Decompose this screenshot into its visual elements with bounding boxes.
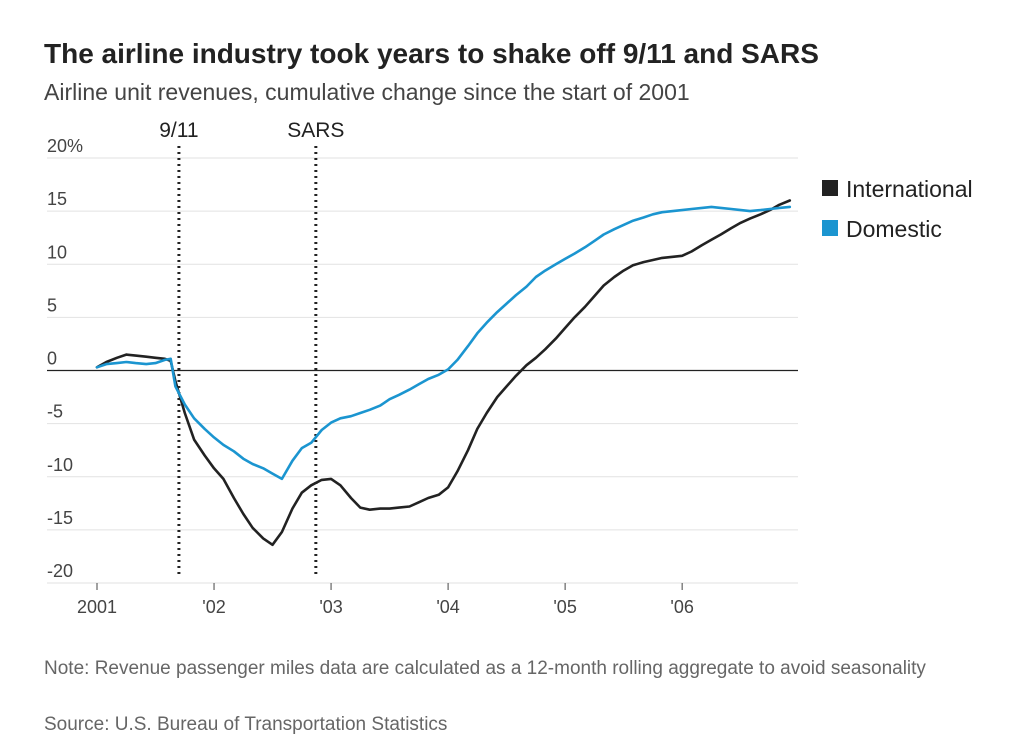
- y-tick-label: 15: [47, 189, 67, 209]
- y-tick-label: -5: [47, 402, 63, 422]
- event-label: 9/11: [159, 119, 198, 142]
- x-tick-label: '03: [319, 597, 342, 617]
- chart-title: The airline industry took years to shake…: [44, 38, 819, 69]
- y-tick-label: -20: [47, 561, 73, 581]
- legend: International Domestic: [822, 176, 973, 242]
- y-tick-label: -15: [47, 508, 73, 528]
- legend-label: Domestic: [846, 216, 942, 242]
- event-label: SARS: [287, 119, 344, 142]
- line-chart: 20%151050-5-10-15-202001'02'03'04'05'06 …: [47, 119, 973, 617]
- event-markers: 9/11 SARS: [159, 119, 344, 578]
- y-tick-label: 10: [47, 242, 67, 262]
- y-tick-label: -10: [47, 455, 73, 475]
- chart-source: Source: U.S. Bureau of Transportation St…: [44, 714, 448, 735]
- series-lines: [95, 199, 792, 547]
- x-tick-label: '02: [202, 597, 225, 617]
- series-line-domestic: [95, 205, 792, 481]
- x-tick-label: '05: [553, 597, 576, 617]
- x-tick-label: 2001: [77, 597, 117, 617]
- y-tick-label: 20%: [47, 136, 83, 156]
- legend-swatch: [822, 180, 838, 196]
- legend-swatch: [822, 220, 838, 236]
- series-line-international: [95, 199, 792, 547]
- y-tick-label: 0: [47, 349, 57, 369]
- x-tick-label: '04: [436, 597, 459, 617]
- y-tick-label: 5: [47, 295, 57, 315]
- x-tick-label: '06: [670, 597, 693, 617]
- gridlines: [47, 157, 798, 584]
- chart-subtitle: Airline unit revenues, cumulative change…: [44, 79, 690, 105]
- chart-note: Note: Revenue passenger miles data are c…: [44, 658, 926, 679]
- legend-label: International: [846, 176, 973, 202]
